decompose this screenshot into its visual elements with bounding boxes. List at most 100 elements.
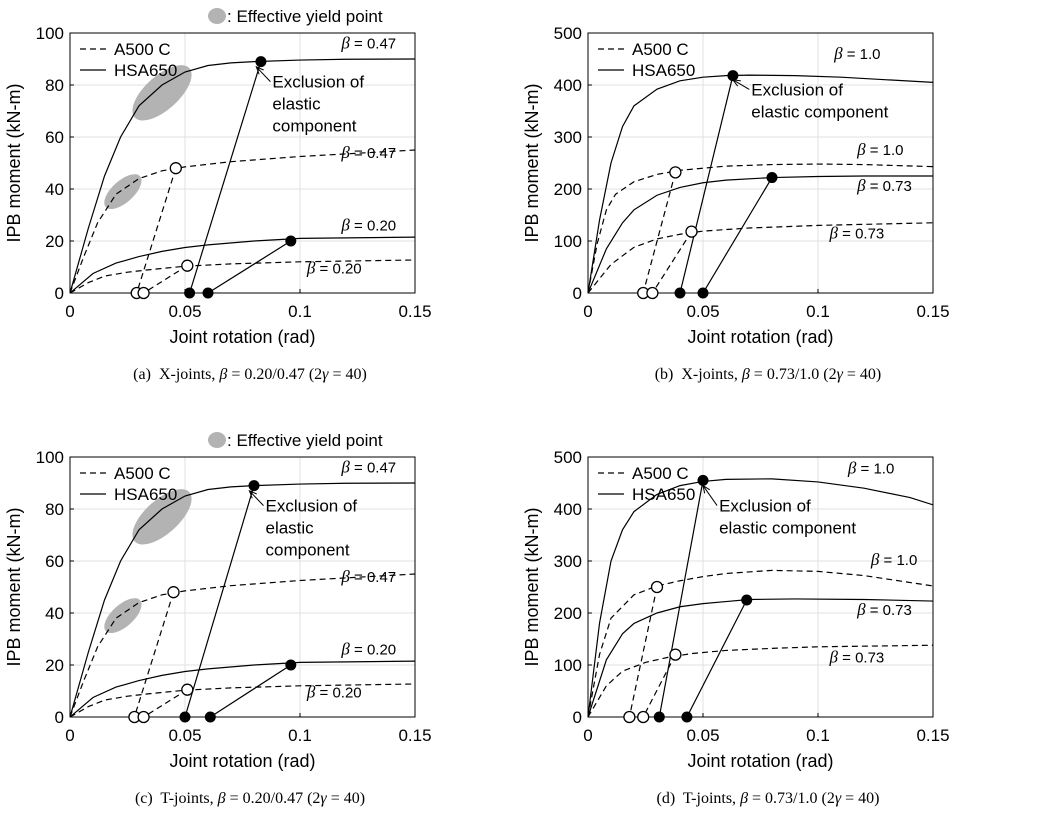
beta-value: = 0.47 xyxy=(350,460,396,477)
series-line xyxy=(588,598,933,717)
caption-joint: T-joints, xyxy=(682,790,737,807)
x-tick-label: 0.1 xyxy=(288,302,312,321)
beta-symbol: β xyxy=(340,640,350,659)
elastic-exclusion-line xyxy=(143,265,188,293)
elastic-exclusion-line xyxy=(686,599,748,717)
series-line xyxy=(70,482,415,717)
plot-frame xyxy=(69,32,416,294)
series-line xyxy=(70,259,415,293)
elastic-exclusion-line xyxy=(189,61,262,293)
elastic-exclusion-line xyxy=(702,177,773,293)
plot-area xyxy=(588,74,933,293)
annotation-text: Exclusion of xyxy=(751,80,843,99)
x-tick-label: 0 xyxy=(583,302,592,321)
beta-symbol: β xyxy=(833,44,843,63)
beta-label: β = 1.0 xyxy=(833,44,880,63)
annotation-text: Exclusion of xyxy=(719,497,811,516)
caption-gamma-open: (2 xyxy=(821,790,835,807)
open-point xyxy=(646,286,659,300)
y-tick-label: 0 xyxy=(55,284,64,303)
y-axis-label: IPB moment (kN-m) xyxy=(4,83,24,242)
y-tick-label: 100 xyxy=(36,24,64,43)
filled-point xyxy=(204,711,216,723)
annotation-arrowhead xyxy=(702,484,711,494)
beta-label: β = 0.73 xyxy=(856,176,912,195)
caption-beta: β xyxy=(740,790,749,807)
elastic-exclusion-line xyxy=(209,664,292,717)
x-axis-label: Joint rotation (rad) xyxy=(687,751,833,771)
x-tick-label: 0.1 xyxy=(806,302,830,321)
legend-label: A500 C xyxy=(114,40,171,59)
filled-point xyxy=(741,594,753,606)
x-tick-label: 0 xyxy=(583,726,592,745)
caption-a: (a) X-joints, β = 0.20/0.47 (2γ = 40) xyxy=(0,366,500,384)
caption-joint: X-joints, xyxy=(681,366,738,383)
y-tick-label: 20 xyxy=(45,656,64,675)
caption-gamma-value: = 40) xyxy=(845,790,880,807)
open-point xyxy=(623,710,636,724)
beta-label: β = 1.0 xyxy=(847,459,894,478)
beta-label: β = 0.20 xyxy=(340,216,396,235)
x-tick-label: 0.1 xyxy=(806,726,830,745)
elastic-exclusion-line xyxy=(642,654,676,717)
annotation-text: Exclusion of xyxy=(266,497,358,516)
annotation-arrowhead xyxy=(255,65,264,75)
y-tick-label: 100 xyxy=(36,448,64,467)
annotation-text: component xyxy=(272,117,356,136)
y-tick-label: 400 xyxy=(554,500,582,519)
plot-frame xyxy=(587,456,934,718)
legend-label: A500 C xyxy=(632,464,689,483)
y-tick-label: 200 xyxy=(554,604,582,623)
caption-gamma-value: = 40) xyxy=(846,366,882,383)
caption-joint: T-joints, xyxy=(160,790,214,807)
legend-label: HSA650 xyxy=(632,61,695,80)
open-point xyxy=(137,710,150,724)
beta-symbol: β xyxy=(829,647,839,666)
x-axis-label: Joint rotation (rad) xyxy=(169,751,315,771)
filled-point xyxy=(681,711,693,723)
x-tick-label: 0.05 xyxy=(168,726,201,745)
elastic-exclusion-line xyxy=(207,240,292,293)
annotation-text: elastic xyxy=(266,519,315,538)
x-tick-label: 0 xyxy=(65,302,74,321)
beta-label: β = 0.47 xyxy=(340,458,396,477)
chart-d: 0 0.05 0.1 0.15 0 100 200 300 400 500 Joint rotati… xyxy=(522,448,950,771)
caption-d: (d) T-joints, β = 0.73/1.0 (2γ = 40) xyxy=(518,790,1018,808)
beta-symbol: β xyxy=(340,567,350,586)
beta-label: β = 0.47 xyxy=(340,567,396,586)
x-tick-label: 0.15 xyxy=(916,302,949,321)
elastic-exclusion-line xyxy=(184,485,255,717)
filled-point xyxy=(202,287,214,299)
series-line xyxy=(70,58,415,293)
y-tick-label: 500 xyxy=(554,448,582,467)
y-tick-label: 40 xyxy=(45,604,64,623)
beta-label: β = 0.47 xyxy=(340,34,396,53)
beta-symbol: β xyxy=(870,550,880,569)
y-tick-label: 300 xyxy=(554,128,582,147)
y-tick-label: 0 xyxy=(573,284,582,303)
legend-label: HSA650 xyxy=(632,485,695,504)
annotation-text: elastic component xyxy=(719,519,856,538)
filled-point xyxy=(674,287,686,299)
series-line xyxy=(588,478,933,717)
beta-symbol: β xyxy=(340,143,350,162)
caption-gamma-value: = 40) xyxy=(332,366,367,383)
annotation-arrow xyxy=(702,485,718,506)
series-line xyxy=(588,175,933,293)
open-point xyxy=(181,683,194,696)
beta-symbol: β xyxy=(340,216,350,235)
beta-value: = 0.47 xyxy=(350,569,396,586)
plot-frame xyxy=(69,456,416,718)
yield-note-label: : Effective yield point xyxy=(227,431,383,450)
effective-yield-ellipse xyxy=(132,65,192,121)
chart-panel-c: 0 0.05 0.1 0.15 0 20 40 60 80 100 Joint rotation (… xyxy=(0,424,500,824)
beta-label: β = 0.73 xyxy=(856,600,912,619)
x-tick-label: 0.15 xyxy=(398,726,431,745)
x-tick-label: 0.05 xyxy=(686,302,719,321)
y-tick-label: 100 xyxy=(554,232,582,251)
y-axis-label: IPB moment (kN-m) xyxy=(522,83,542,242)
y-tick-label: 80 xyxy=(45,500,64,519)
chart-a: 0 0.05 0.1 0.15 0 20 40 60 80 100 Joint rotation (… xyxy=(4,7,432,347)
series-line xyxy=(70,683,415,717)
open-point xyxy=(650,580,664,594)
